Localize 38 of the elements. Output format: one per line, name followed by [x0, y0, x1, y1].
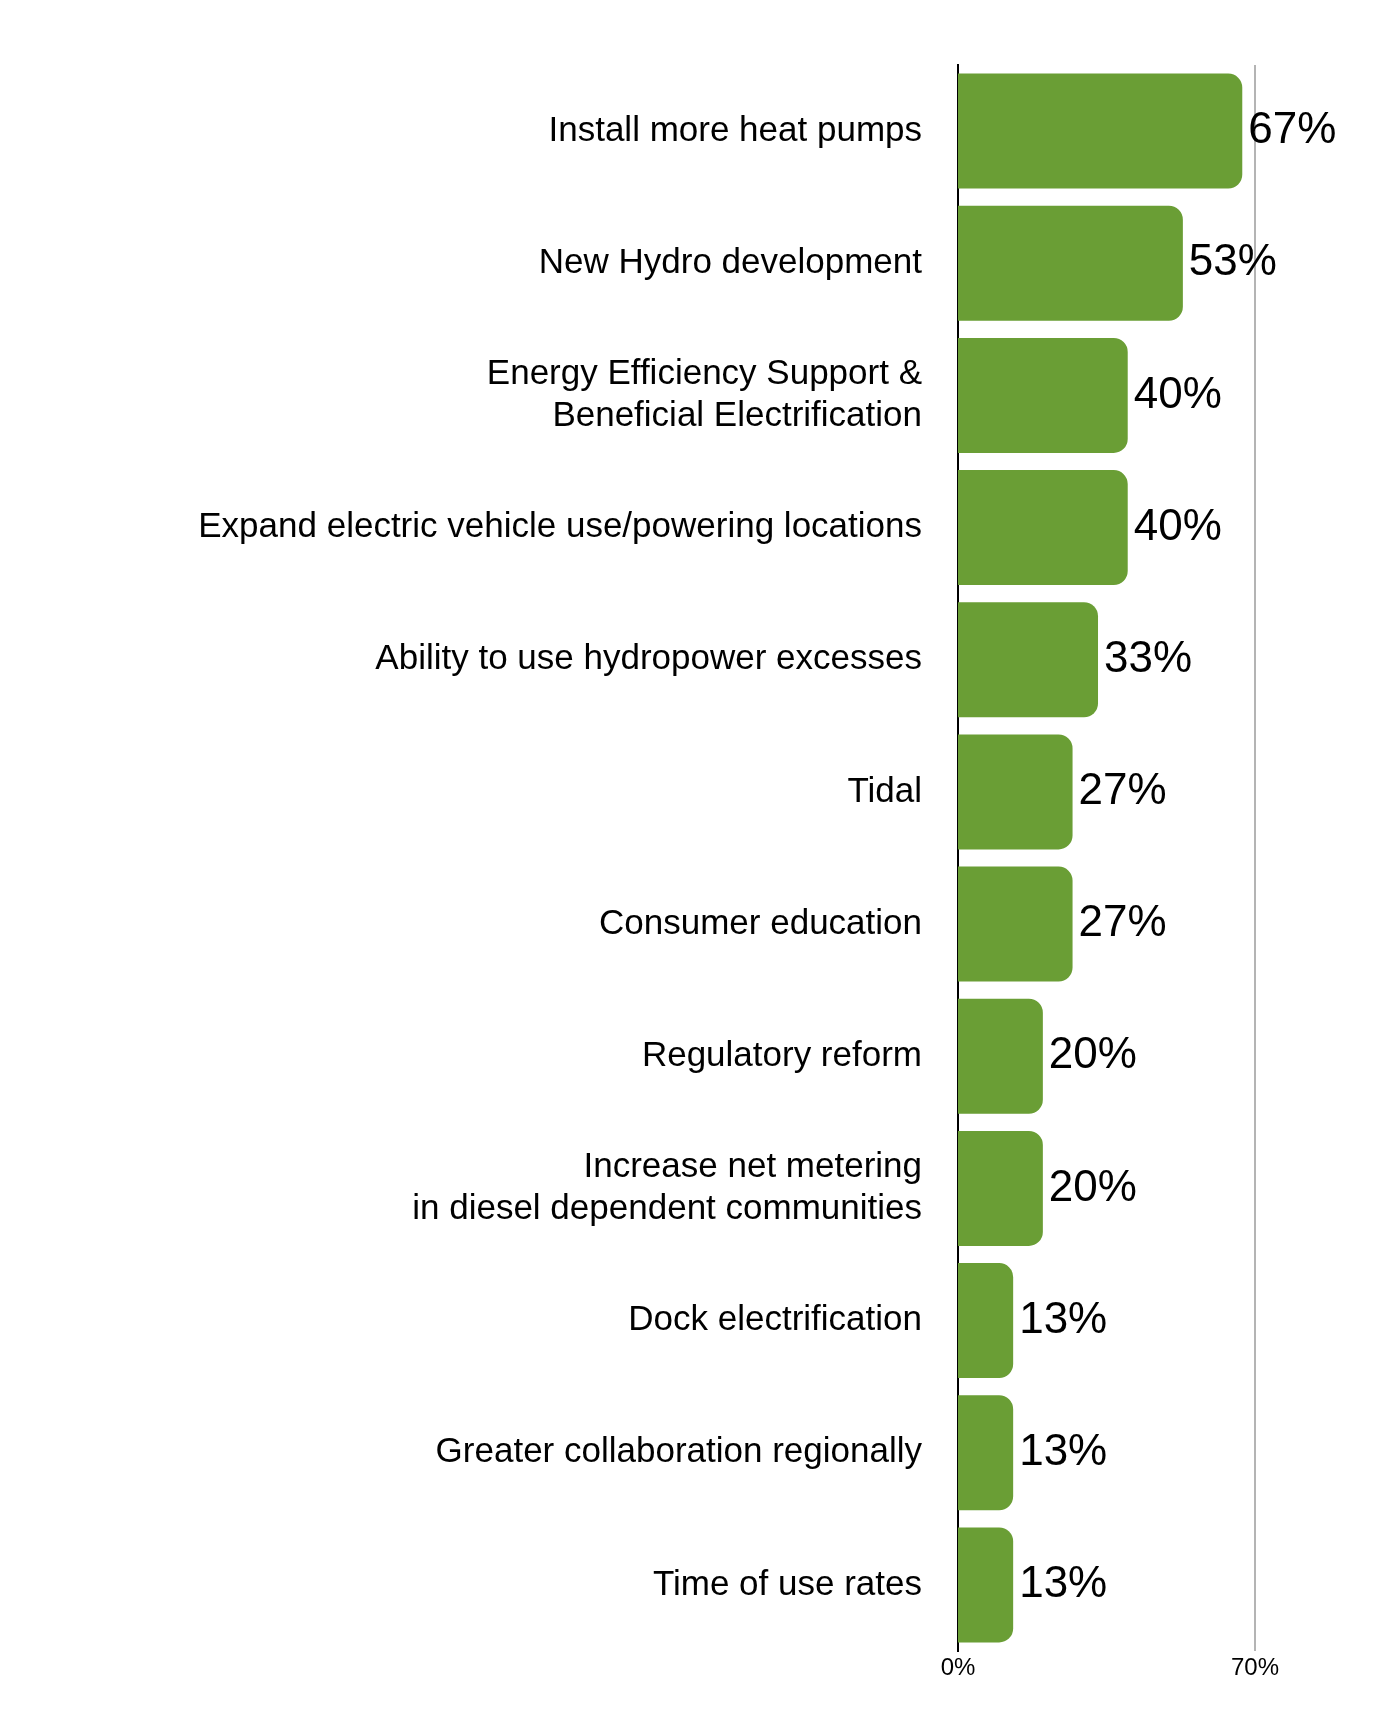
- bar: [958, 337, 1128, 453]
- bar: [958, 602, 1099, 718]
- data-label: 13%: [1019, 1292, 1108, 1342]
- y-tick-label: Consumer education: [599, 901, 922, 941]
- bar: [958, 1263, 1014, 1379]
- y-tick-label: Install more heat pumps: [548, 108, 922, 148]
- y-tick-label: Greater collaboration regionally: [435, 1430, 923, 1470]
- y-tick-label: New Hydro development: [538, 240, 923, 280]
- data-label: 27%: [1078, 764, 1167, 814]
- data-label: 20%: [1048, 1160, 1137, 1210]
- bar: [958, 1130, 1043, 1246]
- data-label: 20%: [1048, 1028, 1137, 1078]
- data-label: 27%: [1078, 896, 1167, 946]
- bar: [958, 734, 1073, 850]
- x-tick-label: 0%: [940, 1653, 976, 1681]
- bar: [958, 866, 1073, 982]
- data-label: 33%: [1104, 631, 1193, 681]
- x-tick-label: 70%: [1230, 1653, 1280, 1681]
- data-label: 40%: [1133, 499, 1222, 549]
- y-tick-label: Ability to use hydropower excesses: [375, 637, 922, 677]
- data-label: 67%: [1248, 103, 1337, 153]
- y-tick-label: Regulatory reform: [641, 1033, 922, 1073]
- bar: [958, 73, 1243, 189]
- y-tick-label: Tidal: [847, 769, 922, 809]
- bar: [958, 998, 1043, 1114]
- bar: [958, 205, 1183, 321]
- data-label: 40%: [1133, 367, 1222, 417]
- data-label: 13%: [1019, 1557, 1108, 1607]
- bar: [958, 470, 1128, 586]
- data-label: 53%: [1188, 235, 1277, 285]
- y-tick-label: Time of use rates: [652, 1562, 922, 1602]
- y-tick-label: Energy Efficiency Support & Beneficial Electrification: [486, 352, 922, 434]
- data-label: 13%: [1019, 1424, 1108, 1474]
- y-tick-label: Dock electrification: [628, 1298, 922, 1338]
- y-tick-label: Expand electric vehicle use/powering locations: [198, 505, 922, 545]
- bar: [958, 1527, 1014, 1643]
- y-tick-label: Increase net metering in diesel dependent communities: [412, 1145, 922, 1227]
- bar: [958, 1395, 1014, 1511]
